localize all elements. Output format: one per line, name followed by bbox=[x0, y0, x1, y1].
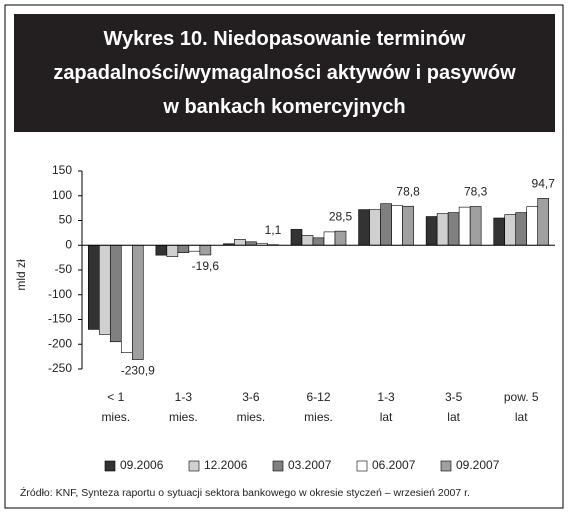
y-tick-label: 0 bbox=[65, 237, 72, 251]
y-tick-label: 50 bbox=[59, 213, 73, 227]
bar bbox=[155, 244, 168, 256]
bar bbox=[131, 244, 144, 360]
legend-swatch bbox=[272, 460, 284, 472]
data-label: 78,3 bbox=[464, 185, 488, 199]
bar bbox=[436, 213, 449, 246]
x-tick-label: mies. bbox=[169, 410, 198, 424]
bar bbox=[469, 206, 482, 246]
x-tick-label: 3-5 bbox=[445, 390, 463, 404]
legend-label: 12.2006 bbox=[204, 458, 248, 472]
x-tick-label: mies. bbox=[237, 410, 266, 424]
bar bbox=[109, 244, 122, 343]
bar bbox=[188, 244, 201, 252]
bar bbox=[493, 217, 506, 246]
x-tick-label: mies. bbox=[101, 410, 130, 424]
bar bbox=[98, 244, 111, 335]
title-line: zapadalności/wymagalności aktywów i pasy… bbox=[53, 62, 516, 84]
bar bbox=[312, 237, 325, 246]
data-label: -230,9 bbox=[121, 364, 155, 378]
title-line: w bankach komercyjnych bbox=[163, 96, 406, 118]
bar bbox=[458, 206, 471, 246]
y-tick-label: -100 bbox=[48, 287, 72, 301]
bar bbox=[425, 216, 438, 246]
bar bbox=[323, 231, 336, 246]
x-tick-label: 6-12 bbox=[306, 390, 330, 404]
data-label: 94,7 bbox=[532, 177, 556, 191]
bar bbox=[504, 214, 517, 246]
y-tick-label: -200 bbox=[48, 336, 72, 350]
legend-swatch bbox=[188, 460, 200, 472]
bar bbox=[447, 212, 460, 246]
x-tick-label: pow. 5 bbox=[504, 390, 539, 404]
bar bbox=[369, 209, 381, 246]
bar bbox=[245, 241, 257, 246]
x-tick-label: mies. bbox=[304, 410, 333, 424]
legend-swatch bbox=[440, 460, 452, 472]
y-axis-label: mld zł bbox=[14, 259, 28, 291]
x-tick-label: < 1 bbox=[107, 390, 124, 404]
bar bbox=[301, 235, 314, 246]
title-line: Wykres 10. Niedopasowanie terminów bbox=[103, 28, 466, 50]
y-tick-label: -50 bbox=[55, 262, 73, 276]
chart-title: Wykres 10. Niedopasowanie terminów zapada… bbox=[14, 14, 555, 132]
x-tick-label: 3-6 bbox=[242, 390, 260, 404]
data-label: -19,6 bbox=[192, 259, 220, 273]
legend-label: 06.2007 bbox=[372, 458, 416, 472]
legend-label: 09.2006 bbox=[120, 458, 164, 472]
bar bbox=[87, 244, 100, 330]
bar bbox=[290, 229, 303, 246]
x-tick-label: lat bbox=[447, 410, 460, 424]
y-tick-label: 150 bbox=[52, 163, 72, 177]
x-tick-label: lat bbox=[380, 410, 393, 424]
legend-label: 03.2007 bbox=[288, 458, 332, 472]
bar bbox=[526, 206, 539, 246]
data-label: 28,5 bbox=[329, 209, 353, 223]
bar bbox=[515, 212, 528, 246]
x-tick-label: 1-3 bbox=[377, 390, 395, 404]
bar bbox=[199, 244, 212, 256]
legend-swatch bbox=[356, 460, 368, 472]
legend-label: 09.2007 bbox=[456, 458, 500, 472]
bar bbox=[334, 230, 347, 246]
data-label: 1,1 bbox=[265, 223, 282, 237]
data-label: 78,8 bbox=[396, 184, 420, 198]
bar bbox=[234, 239, 246, 246]
legend-swatch bbox=[104, 460, 116, 472]
bar bbox=[537, 198, 550, 246]
bar bbox=[391, 205, 403, 246]
source-note: Źródło: KNF, Synteza raportu o sytuacji … bbox=[20, 486, 470, 499]
bar bbox=[177, 244, 190, 253]
bar bbox=[358, 209, 370, 246]
bar bbox=[402, 205, 414, 246]
bar bbox=[380, 203, 392, 246]
bar bbox=[120, 244, 133, 353]
y-tick-label: 100 bbox=[52, 188, 72, 202]
x-tick-label: 1-3 bbox=[175, 390, 193, 404]
x-tick-label: lat bbox=[515, 410, 528, 424]
bar bbox=[166, 244, 179, 257]
y-tick-label: -250 bbox=[48, 361, 72, 375]
y-tick-label: -150 bbox=[48, 312, 72, 326]
frame bbox=[4, 4, 564, 509]
